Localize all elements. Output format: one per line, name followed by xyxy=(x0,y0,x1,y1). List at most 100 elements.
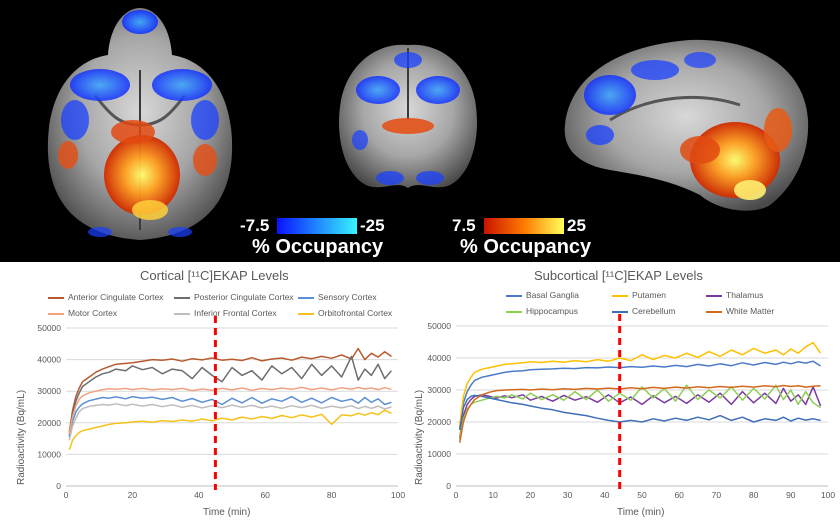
legend-item: Inferior Frontal Cortex xyxy=(174,308,277,318)
legend-label: Inferior Frontal Cortex xyxy=(194,308,277,318)
series-line-basal-ganglia xyxy=(458,360,822,429)
legend-item: Hippocampus xyxy=(506,306,578,316)
legend-label: Basal Ganglia xyxy=(526,290,579,300)
y-tick-label: 10000 xyxy=(427,449,451,459)
legend-swatch xyxy=(48,296,64,299)
legend-item: White Matter xyxy=(706,306,774,316)
chart-title: Cortical [¹¹C]EKAP Levels xyxy=(140,268,289,283)
x-tick-label: 0 xyxy=(64,490,69,500)
series-line-orbitofrontal-cortex xyxy=(68,409,392,450)
series-line-white-matter xyxy=(458,384,821,443)
y-tick-label: 10000 xyxy=(37,449,61,459)
legend-label: Cerebellum xyxy=(632,306,676,316)
x-tick-label: 50 xyxy=(637,490,647,500)
subcortical-plot: 0 10000 20000 30000 40000 50000 0 10 20 30 40 50 60 7… xyxy=(427,314,835,500)
series-line-inferior-frontal-cortex xyxy=(68,403,392,441)
positive-scale-max-label: 25 xyxy=(567,216,586,235)
legend-label: Putamen xyxy=(632,290,667,300)
legend-swatch xyxy=(298,312,314,315)
sagittal-slice xyxy=(564,39,809,211)
x-tick-label: 100 xyxy=(821,490,835,500)
negative-scale-caption: % Occupancy xyxy=(252,236,384,258)
negative-scale-max-label: -25 xyxy=(360,216,385,235)
y-tick-label: 30000 xyxy=(37,386,61,396)
x-tick-label: 20 xyxy=(526,490,536,500)
chart-title: Subcortical [¹¹C]EKAP Levels xyxy=(534,268,703,283)
x-tick-label: 40 xyxy=(194,490,204,500)
brain-images xyxy=(47,8,809,240)
legend-label: White Matter xyxy=(726,306,775,316)
cortical-chart: Cortical [¹¹C]EKAP Levels Anterior Cingu… xyxy=(0,262,420,531)
subcortical-chart: Subcortical [¹¹C]EKAP Levels Basal Gangl… xyxy=(414,262,840,531)
series-line-anterior-cingulate-cortex xyxy=(68,347,392,433)
x-tick-label: 70 xyxy=(712,490,722,500)
legend-label: Hippocampus xyxy=(526,306,578,316)
x-tick-label: 80 xyxy=(749,490,759,500)
y-tick-label: 40000 xyxy=(37,355,61,365)
y-tick-label: 30000 xyxy=(427,385,451,395)
series-line-thalamus xyxy=(458,386,822,439)
legend-swatch xyxy=(298,296,314,299)
legend-item: Basal Ganglia xyxy=(506,290,579,300)
y-tick-label: 0 xyxy=(446,481,451,491)
coronal-slice xyxy=(338,44,478,188)
legend-item: Putamen xyxy=(612,290,666,300)
legend-swatch xyxy=(506,294,522,297)
negative-colorbar xyxy=(277,218,357,234)
x-tick-label: 30 xyxy=(563,490,573,500)
x-tick-label: 100 xyxy=(391,490,405,500)
y-tick-label: 0 xyxy=(56,481,61,491)
y-tick-label: 50000 xyxy=(37,323,61,333)
x-tick-label: 20 xyxy=(128,490,138,500)
legend-swatch xyxy=(706,294,722,297)
legend-swatch xyxy=(706,310,722,313)
legend-label: Posterior Cingulate Cortex xyxy=(194,292,294,302)
legend-item: Orbitofrontal Cortex xyxy=(298,308,392,318)
y-tick-label: 50000 xyxy=(427,321,451,331)
series-line-posterior-cingulate-cortex xyxy=(68,355,392,436)
x-tick-label: 60 xyxy=(674,490,684,500)
legend-label: Anterior Cingulate Cortex xyxy=(68,292,164,302)
positive-scale-caption: % Occupancy xyxy=(460,236,592,258)
x-tick-label: 80 xyxy=(327,490,337,500)
legend-swatch xyxy=(48,312,64,315)
x-tick-label: 60 xyxy=(260,490,270,500)
legend-item: Anterior Cingulate Cortex xyxy=(48,292,163,302)
positive-scale-min-label: 7.5 xyxy=(452,216,476,235)
legend-swatch xyxy=(612,294,628,297)
series-line-hippocampus xyxy=(458,384,822,440)
axial-slice xyxy=(47,8,233,240)
y-axis-title: Radioactivity (Bq/mL) xyxy=(414,389,425,485)
legend-item: Posterior Cingulate Cortex xyxy=(174,292,294,302)
legend-label: Sensory Cortex xyxy=(318,292,377,302)
legend-item: Thalamus xyxy=(706,290,763,300)
series-line-putamen xyxy=(458,341,822,426)
legend-label: Thalamus xyxy=(726,290,764,300)
y-tick-label: 20000 xyxy=(37,418,61,428)
series-line-motor-cortex xyxy=(68,386,392,435)
cortical-plot: 0 10000 20000 30000 40000 50000 0 20 40 60 80 100 xyxy=(37,316,405,500)
legend-item: Sensory Cortex xyxy=(298,292,377,302)
legend-swatch xyxy=(506,310,522,313)
legend-item: Motor Cortex xyxy=(48,308,117,318)
x-axis-title: Time (min) xyxy=(617,507,665,518)
x-axis-title: Time (min) xyxy=(203,507,251,518)
x-tick-label: 90 xyxy=(786,490,796,500)
legend-item: Cerebellum xyxy=(612,306,675,316)
y-tick-label: 20000 xyxy=(427,417,451,427)
legend-label: Motor Cortex xyxy=(68,308,118,318)
y-axis-title: Radioactivity (Bq/mL) xyxy=(16,389,27,485)
y-tick-label: 40000 xyxy=(427,353,451,363)
legend-swatch xyxy=(174,312,190,315)
brain-occupancy-panel: -7.5 -25 % Occupancy 7.5 25 % Occupancy xyxy=(0,0,840,262)
series-line-cerebellum xyxy=(458,394,821,431)
series-line-sensory-cortex xyxy=(68,395,392,438)
x-tick-label: 0 xyxy=(454,490,459,500)
legend-swatch xyxy=(612,310,628,313)
x-tick-label: 40 xyxy=(600,490,610,500)
positive-colorbar xyxy=(484,218,564,234)
negative-scale-min-label: -7.5 xyxy=(240,216,270,235)
x-tick-label: 10 xyxy=(488,490,498,500)
legend-label: Orbitofrontal Cortex xyxy=(318,308,393,318)
legend-swatch xyxy=(174,296,190,299)
